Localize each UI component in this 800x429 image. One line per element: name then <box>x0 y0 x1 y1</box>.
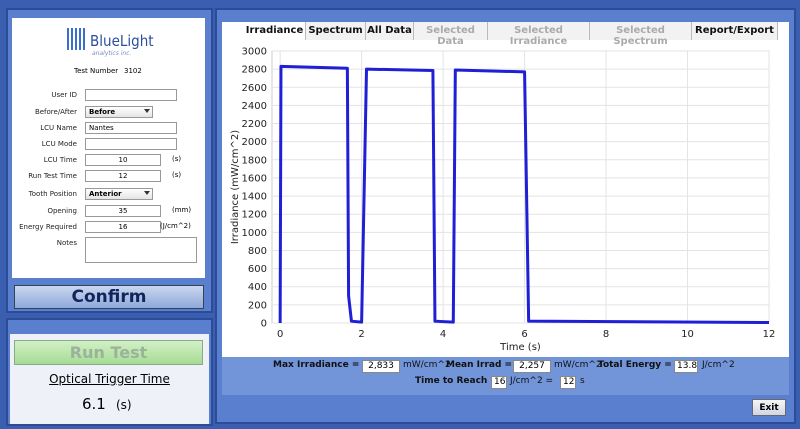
tab[interactable]: Selected Irradiance <box>488 22 590 47</box>
trigger-value: 6.1 <box>82 395 106 413</box>
stat-value: 16 <box>491 376 507 389</box>
logo-name: BlueLight <box>90 32 154 50</box>
select-input[interactable]: Anterior <box>85 188 153 200</box>
text-input[interactable]: Nantes <box>85 122 177 134</box>
notes-input[interactable] <box>85 237 197 263</box>
trigger-label: Optical Trigger Time <box>49 372 170 386</box>
stat-value: 2,833 <box>362 360 400 373</box>
field-label: LCU Mode <box>41 140 77 148</box>
y-tick-label: 2000 <box>242 137 267 148</box>
field-label: Notes <box>56 239 77 247</box>
field-label: Opening <box>47 207 77 215</box>
field-unit: (s) <box>172 155 182 163</box>
stat-value: 12 <box>560 376 576 389</box>
y-tick-label: 1600 <box>242 173 267 184</box>
field-label: Tooth Position <box>28 190 77 198</box>
y-tick-label: 1200 <box>242 210 267 221</box>
x-tick-label: 10 <box>681 329 694 340</box>
stat-value: 2,257 <box>513 360 551 373</box>
stat-label: s <box>580 376 585 386</box>
text-input[interactable]: 12 <box>85 170 161 182</box>
select-arrow <box>144 191 150 195</box>
x-tick-label: 6 <box>521 329 527 340</box>
y-tick-label: 800 <box>248 246 267 257</box>
y-tick-label: 1800 <box>242 155 267 166</box>
stat-value: 13.8 <box>674 360 698 373</box>
field-unit: (mm) <box>172 206 192 214</box>
y-tick-label: 3000 <box>242 47 267 58</box>
y-tick-label: 400 <box>248 282 267 293</box>
stat-label: mW/cm^2 <box>554 360 602 370</box>
tab[interactable]: Selected Data <box>414 22 488 47</box>
field-unit: (J/cm^2) <box>160 222 191 230</box>
select-input[interactable]: Before <box>85 106 153 118</box>
y-tick-label: 2600 <box>242 83 267 94</box>
chart: 0 200 400 600 800 1000 1200 1400 1600 1800 2000 220… <box>230 47 776 354</box>
logo-tagline: analytics inc. <box>92 50 132 57</box>
text-input[interactable]: 35 <box>85 205 161 217</box>
select-arrow <box>144 109 150 113</box>
x-tick-label: 2 <box>358 329 364 340</box>
y-tick-label: 1400 <box>242 192 267 203</box>
y-axis-label: Irradiance (mW/cm^2) <box>230 130 241 244</box>
exit-button[interactable]: Exit <box>752 399 786 416</box>
trigger-unit: (s) <box>116 398 132 412</box>
field-unit: (s) <box>172 171 182 179</box>
field-label: LCU Name <box>40 124 77 132</box>
text-input[interactable] <box>85 89 177 101</box>
tabs: Irradiance Spectrum All Data Selected Data S… <box>244 22 789 47</box>
stat-label: J/cm^2 <box>702 360 735 370</box>
logo-mark <box>67 28 87 50</box>
tab[interactable]: All Data <box>366 22 414 40</box>
stat-label: mW/cm^2 <box>403 360 451 370</box>
y-tick-label: 600 <box>248 264 267 275</box>
field-label: Before/After <box>34 108 77 116</box>
test-number-label: Test Number <box>74 67 119 75</box>
text-input[interactable]: 10 <box>85 154 161 166</box>
tab[interactable]: Report/Export <box>692 22 778 40</box>
text-input[interactable] <box>85 138 177 150</box>
x-tick-label: 12 <box>763 329 776 340</box>
y-tick-label: 0 <box>261 319 267 330</box>
y-tick-label: 1000 <box>242 228 267 239</box>
form: BlueLight analytics inc. Test Number 3102 Us… <box>12 18 205 278</box>
tab[interactable]: Spectrum <box>306 22 366 40</box>
x-axis-label: Time (s) <box>499 342 541 353</box>
x-tick-label: 8 <box>603 329 609 340</box>
confirm-button[interactable]: Confirm <box>14 285 204 309</box>
y-tick-label: 200 <box>248 300 267 311</box>
x-tick-label: 4 <box>440 329 446 340</box>
field-label: Energy Required <box>19 223 77 231</box>
stat-label: Mean Irrad = <box>446 360 513 370</box>
stats: Max Irradiance = 2,833 mW/cm^2 Mean Irrad =… <box>222 357 789 395</box>
text-input[interactable]: 16 <box>85 221 161 233</box>
test-number-value: 3102 <box>124 67 142 75</box>
x-tick-label: 0 <box>277 329 283 340</box>
field-label: Run Test Time <box>28 172 77 180</box>
y-tick-label: 2400 <box>242 101 267 112</box>
tab[interactable]: Selected Spectrum <box>590 22 692 47</box>
field-label: User ID <box>51 91 77 99</box>
y-tick-label: 2200 <box>242 119 267 130</box>
stat-label: Max Irradiance = <box>273 360 360 370</box>
y-tick-label: 2800 <box>242 65 267 76</box>
field-label: LCU Time <box>43 156 77 164</box>
data-line <box>278 64 770 325</box>
tab[interactable]: Irradiance <box>244 22 306 40</box>
stat-label: Total Energy = <box>598 360 672 370</box>
stat-label: J/cm^2 = <box>510 376 554 386</box>
run-test-button[interactable]: Run Test <box>14 340 203 365</box>
stat-label: Time to Reach <box>415 376 488 386</box>
